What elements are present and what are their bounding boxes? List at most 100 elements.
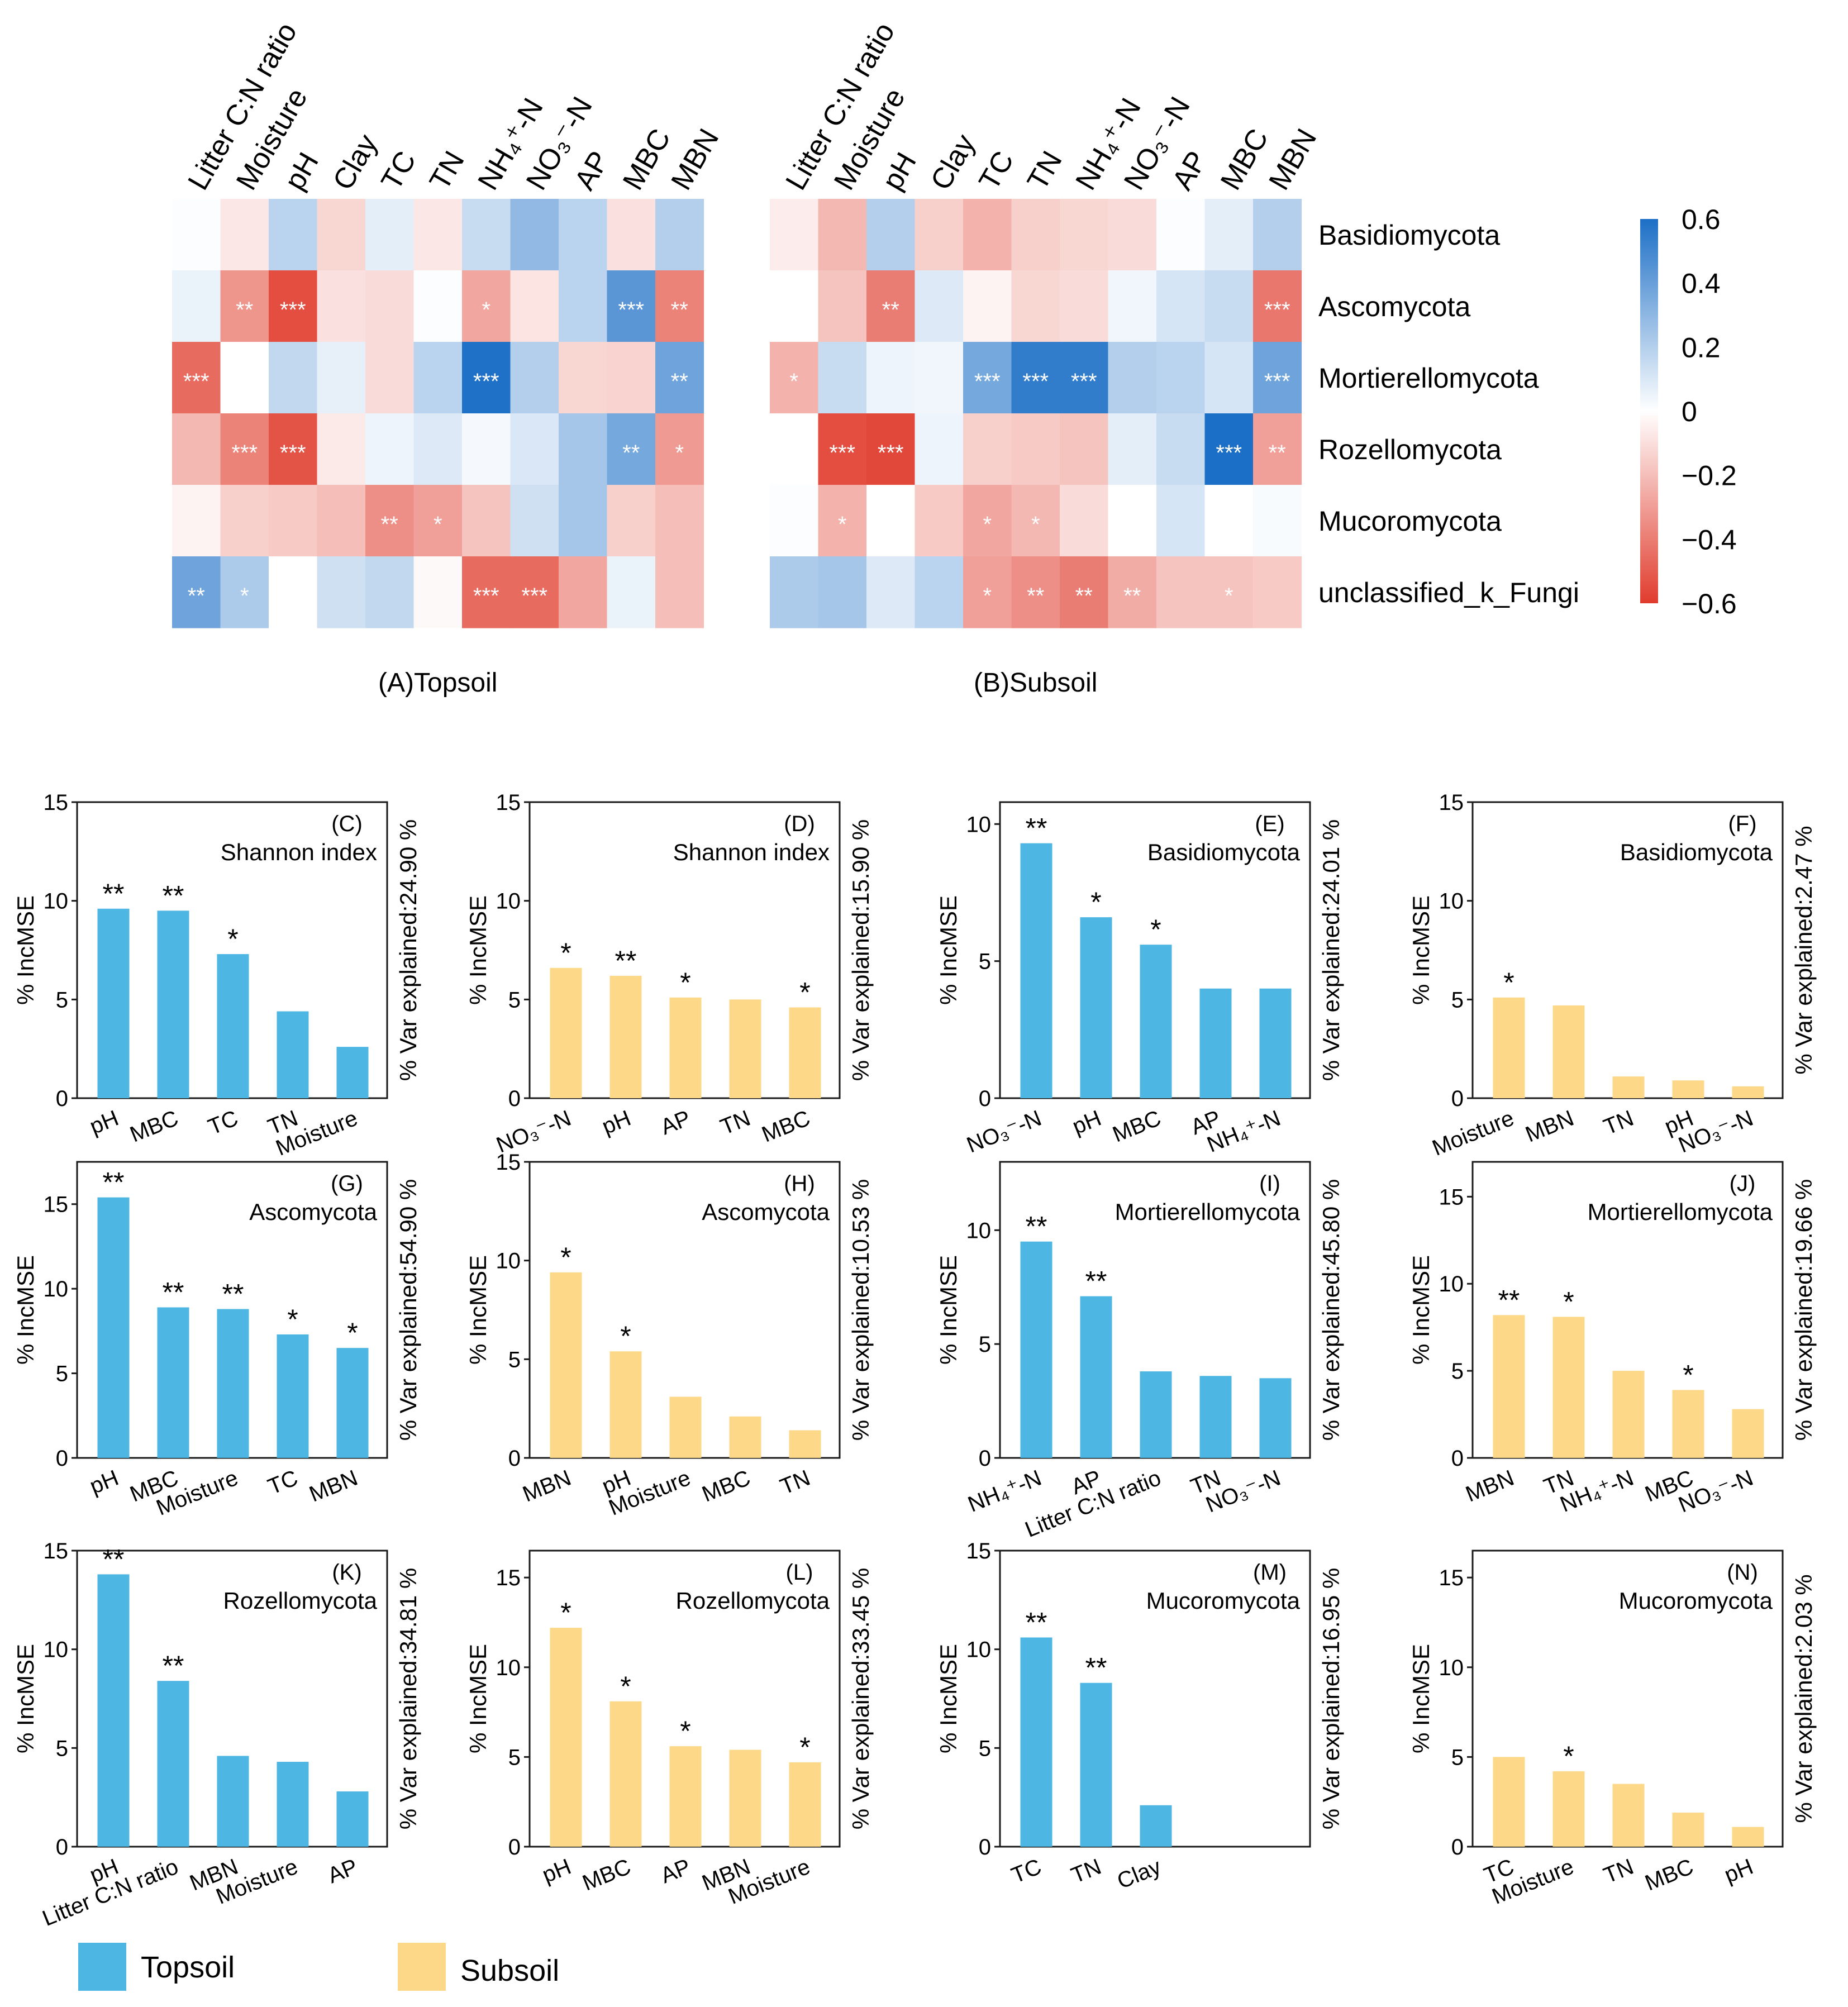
- heatmap-cell-stars: **: [381, 512, 398, 537]
- y-tick-label: 5: [508, 1745, 521, 1770]
- x-tick-label: MBC: [126, 1106, 182, 1147]
- heatmap-cell: [770, 199, 819, 271]
- heatmap-cell: [1011, 413, 1060, 485]
- significance-stars: **: [103, 1167, 125, 1198]
- heatmap-cell-stars: *: [983, 584, 992, 608]
- y-tick-label: 10: [496, 1249, 521, 1274]
- heatmap-cell: [1060, 199, 1109, 271]
- heatmap-cell-stars: **: [236, 298, 253, 322]
- panel-id: (D): [784, 812, 815, 836]
- bar-chart-h: 0 5 10 15 % IncMSE % Var explained:10.53 % (H)…: [465, 1150, 874, 1520]
- y-tick-label: 15: [44, 790, 69, 815]
- significance-stars: **: [103, 1543, 125, 1575]
- bar-chart-l: 0 5 10 15 % IncMSE % Var explained:33.45 % (L)…: [465, 1550, 874, 1909]
- y-tick-label: 5: [56, 1736, 68, 1761]
- heatmap-cell: [1108, 485, 1157, 557]
- significance-stars: **: [1085, 1266, 1107, 1297]
- heatmap-cell-stars: **: [188, 584, 205, 608]
- y-axis-label: % IncMSE: [465, 1644, 491, 1753]
- y-tick-label: 0: [979, 1835, 991, 1860]
- heatmap-cell: [559, 270, 608, 342]
- y-tick-label: 5: [1451, 1745, 1464, 1770]
- heatmap-column-label: Clay: [925, 129, 982, 196]
- heatmap-cell: [1108, 270, 1157, 342]
- y-tick-label: 0: [979, 1446, 991, 1471]
- heatmap-cell: [963, 199, 1012, 271]
- significance-stars: **: [1026, 813, 1047, 844]
- significance-stars: *: [287, 1304, 298, 1335]
- heatmap-cell-stars: **: [1075, 584, 1093, 608]
- y-tick-label: 15: [496, 1150, 521, 1175]
- heatmap-cell-stars: ***: [618, 298, 644, 322]
- x-tick-label: TC: [204, 1106, 241, 1140]
- y-tick-label: 5: [508, 1347, 521, 1372]
- heatmap-cell: [413, 413, 463, 485]
- heatmap-cell: [1011, 342, 1060, 414]
- heatmap-cell: [220, 556, 269, 628]
- heatmap-cell: [866, 342, 916, 414]
- y-tick-label: 10: [1439, 1656, 1464, 1680]
- panel-id: (E): [1255, 812, 1284, 836]
- heatmap-cell: [413, 342, 463, 414]
- colorbar-bar: [1640, 219, 1658, 603]
- heatmap-caption: (B)Subsoil: [974, 668, 1097, 698]
- bar: [1080, 1682, 1112, 1847]
- heatmap-cell: [1253, 342, 1302, 414]
- heatmap-cell: [317, 199, 366, 271]
- heatmap-cell-stars: ***: [1264, 298, 1290, 322]
- x-tick-label: pH: [598, 1106, 634, 1140]
- significance-stars: **: [1085, 1652, 1107, 1684]
- heatmap-cell-stars: *: [983, 512, 992, 537]
- x-tick-label: pH: [1721, 1855, 1756, 1888]
- bar: [277, 1011, 309, 1098]
- heatmap-cell-stars: **: [622, 441, 640, 465]
- panel-label: Mucoromycota: [1619, 1588, 1773, 1614]
- heatmap-column-label: MBC: [617, 123, 677, 196]
- significance-stars: *: [560, 1242, 571, 1273]
- y-tick-label: 10: [44, 1638, 69, 1662]
- heatmap-cell: [510, 199, 559, 271]
- y-axis-label: % IncMSE: [465, 895, 491, 1005]
- heatmap-cell: [559, 199, 608, 271]
- colorbar: 0.6 0.4 0.2 0 −0.2 −0.4 −0.6: [1640, 204, 1737, 619]
- heatmap-cell-stars: *: [789, 369, 798, 394]
- var-explained-label: % Var explained:24.90 %: [395, 819, 421, 1081]
- bar: [550, 1272, 582, 1458]
- significance-stars: *: [227, 923, 238, 955]
- var-explained-label: % Var explained:2.03 %: [1790, 1574, 1817, 1823]
- heatmap-cell: [462, 413, 511, 485]
- significance-stars: **: [1026, 1606, 1047, 1638]
- x-tick-label: MBC: [758, 1106, 813, 1147]
- y-tick-label: 0: [1451, 1086, 1464, 1111]
- significance-stars: *: [620, 1320, 631, 1352]
- x-tick-label: pH: [86, 1466, 122, 1499]
- y-tick-label: 15: [1439, 790, 1464, 815]
- y-tick-label: 0: [508, 1835, 521, 1860]
- var-explained-label: % Var explained:24.01 %: [1318, 819, 1344, 1081]
- heatmap-cell: [655, 342, 704, 414]
- heatmap-cell: [770, 270, 819, 342]
- heatmap-cell: [866, 270, 916, 342]
- bar: [336, 1348, 369, 1458]
- bar: [1020, 843, 1052, 1098]
- heatmap-cell: [915, 556, 964, 628]
- bar: [1140, 1805, 1172, 1847]
- heatmap-cell: [1253, 270, 1302, 342]
- heatmap-cell: [818, 342, 867, 414]
- panel-label: Basidiomycota: [1620, 839, 1773, 865]
- x-tick-label: MBN: [519, 1466, 574, 1507]
- significance-stars: *: [1150, 914, 1161, 945]
- heatmap-cell: [607, 270, 656, 342]
- bar: [789, 1762, 821, 1847]
- heatmap-column-label: AP: [568, 146, 616, 196]
- heatmap-cell: [770, 556, 819, 628]
- heatmap-cell-stars: **: [671, 369, 688, 394]
- heatmap-cell: [1060, 342, 1109, 414]
- heatmap-cell-stars: ***: [183, 369, 209, 394]
- y-tick-label: 0: [56, 1835, 68, 1860]
- x-tick-label: MBN: [1522, 1106, 1577, 1147]
- heatmap-cell: [915, 199, 964, 271]
- heatmap-cell: [365, 556, 415, 628]
- bar: [729, 1749, 761, 1847]
